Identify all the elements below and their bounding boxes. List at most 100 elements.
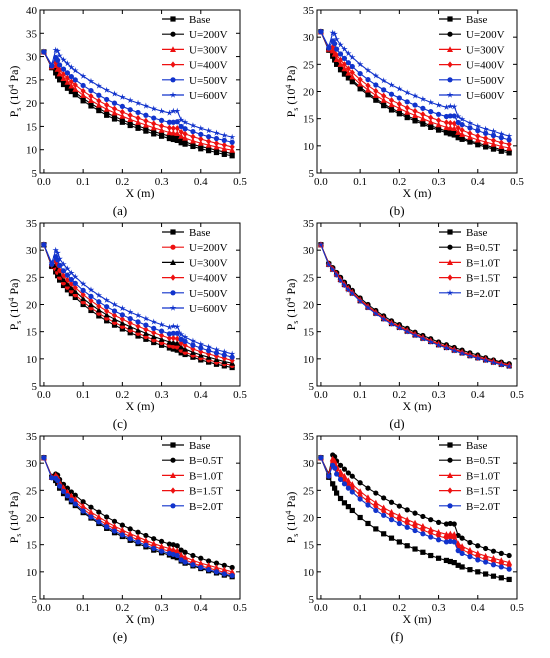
data-point: [72, 294, 78, 301]
data-point: [490, 127, 497, 134]
data-point: [466, 352, 474, 359]
legend-marker: [447, 487, 453, 494]
data-point: [435, 537, 442, 543]
data-point: [404, 99, 410, 105]
data-point: [96, 302, 102, 310]
data-point: [396, 100, 402, 108]
data-point: [174, 130, 181, 137]
data-point: [127, 319, 133, 327]
legend-label: U=600V: [466, 90, 505, 102]
data-point: [490, 573, 497, 579]
data-point: [373, 87, 379, 95]
data-point: [396, 512, 403, 519]
y-tick-label: 5: [309, 381, 315, 393]
data-point: [119, 532, 125, 538]
data-point: [119, 326, 125, 332]
data-point: [64, 287, 71, 293]
data-point: [451, 113, 457, 119]
data-point: [68, 489, 74, 495]
data-point: [104, 514, 110, 520]
legend-marker: [170, 457, 176, 463]
legend-marker: [447, 229, 453, 235]
data-point: [475, 128, 481, 134]
legend-marker: [447, 46, 453, 52]
data-point: [337, 476, 344, 483]
data-point: [88, 92, 94, 100]
x-tick-label: 0.3: [155, 176, 169, 188]
data-point: [229, 143, 235, 151]
data-point: [127, 112, 133, 119]
x-tick-label: 0.0: [37, 176, 51, 188]
x-tick-label: 0.2: [392, 602, 406, 614]
legend-label: U=200V: [466, 29, 505, 41]
data-point: [372, 499, 379, 506]
data-point: [345, 286, 352, 293]
data-point: [341, 282, 348, 289]
data-point: [150, 105, 157, 112]
legend-label: B=2.0T: [189, 501, 223, 513]
data-point: [60, 272, 67, 279]
data-point: [87, 97, 94, 103]
data-point: [221, 141, 227, 149]
data-point: [381, 508, 387, 515]
data-point: [182, 338, 188, 345]
data-point: [158, 107, 165, 114]
data-point: [143, 112, 149, 118]
data-point: [373, 526, 379, 532]
data-point: [166, 334, 173, 342]
data-point: [178, 343, 185, 350]
data-point: [451, 559, 457, 566]
data-point: [182, 345, 189, 352]
data-point: [127, 316, 133, 322]
data-point: [372, 310, 380, 317]
data-point: [64, 78, 71, 85]
data-point: [349, 489, 355, 495]
data-point: [213, 129, 220, 136]
data-point: [325, 43, 332, 50]
y-tick-label: 30: [26, 245, 38, 257]
data-point: [365, 82, 371, 89]
data-point: [345, 50, 352, 57]
data-point: [451, 531, 458, 537]
data-point: [404, 108, 411, 115]
legend: Base B=0.5T B=1.0T B=1.5T B=2.0T: [439, 440, 500, 513]
x-tick-label: 0.2: [115, 389, 129, 401]
data-point: [150, 318, 157, 325]
data-point: [466, 546, 473, 553]
data-point: [178, 137, 184, 143]
data-point: [88, 504, 94, 510]
data-point: [443, 103, 450, 111]
data-point: [197, 139, 204, 146]
data-point: [174, 107, 181, 114]
legend-label: B=0.5T: [466, 455, 500, 467]
legend-label: U=400V: [189, 60, 228, 72]
legend: Base U=200V U=300V U=400V U=500V U=600V: [162, 14, 228, 102]
legend-label: B=0.5T: [189, 455, 223, 467]
data-point: [435, 555, 442, 561]
data-point: [373, 490, 379, 496]
data-point: [181, 118, 189, 125]
x-axis-label: X (m): [126, 612, 155, 626]
data-point: [447, 124, 454, 131]
data-point: [190, 128, 196, 135]
data-point: [451, 125, 458, 132]
x-tick-label: 0.4: [194, 176, 208, 188]
data-point: [428, 109, 434, 115]
x-tick-label: 0.3: [432, 389, 446, 401]
data-point: [381, 87, 387, 93]
data-point: [412, 527, 418, 534]
data-point: [467, 125, 473, 131]
data-point: [64, 280, 71, 287]
data-point: [135, 529, 141, 535]
chart-panel-2: 0.0 0.1 0.2 0.3 0.4 0.5 5 10 15 20 25 30 35 X (m) Ps (…: [284, 5, 524, 218]
data-point: [221, 562, 227, 568]
data-point: [221, 348, 228, 355]
data-point: [435, 528, 442, 535]
data-point: [396, 105, 403, 111]
data-point: [483, 571, 489, 577]
data-point: [95, 101, 102, 108]
data-point: [455, 124, 461, 132]
data-point: [498, 361, 505, 368]
data-point: [198, 131, 204, 137]
data-point: [104, 96, 110, 103]
